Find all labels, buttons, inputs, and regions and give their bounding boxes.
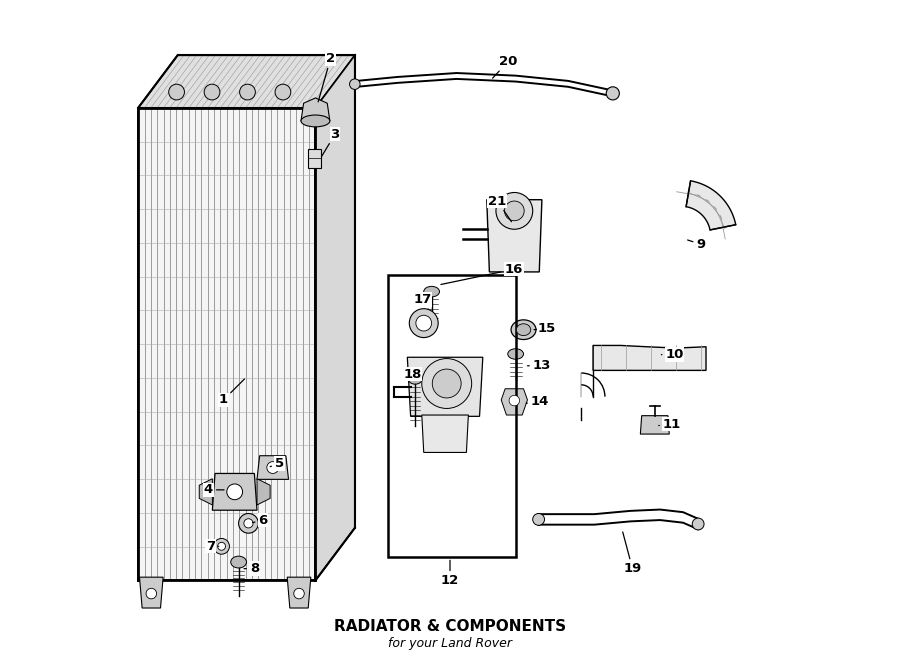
Circle shape [416,315,432,331]
Ellipse shape [508,349,524,359]
Bar [308,148,320,168]
Polygon shape [257,479,270,505]
Polygon shape [408,357,482,416]
Circle shape [227,484,243,500]
Circle shape [509,395,519,406]
Circle shape [422,359,472,408]
Circle shape [244,519,253,528]
Circle shape [607,87,619,100]
Polygon shape [301,98,330,121]
Polygon shape [287,577,310,608]
Text: RADIATOR & COMPONENTS: RADIATOR & COMPONENTS [334,619,566,634]
Polygon shape [593,346,706,370]
Circle shape [218,542,226,550]
Text: 18: 18 [403,368,422,381]
Text: 2: 2 [319,52,335,102]
Text: 19: 19 [623,532,642,575]
Text: for your Land Rover: for your Land Rover [388,637,512,650]
Circle shape [293,589,304,599]
Text: 21: 21 [488,195,511,222]
Circle shape [146,589,157,599]
Circle shape [275,84,291,100]
Ellipse shape [517,324,531,336]
Ellipse shape [511,320,536,340]
Polygon shape [487,200,542,272]
Circle shape [505,201,524,220]
Text: 16: 16 [441,263,523,285]
Ellipse shape [301,115,330,127]
Text: 5: 5 [270,457,284,470]
Text: 6: 6 [253,514,267,526]
Text: 7: 7 [206,540,219,553]
Text: 1: 1 [219,379,245,406]
Polygon shape [139,108,315,581]
Circle shape [267,461,279,473]
Text: 14: 14 [526,395,549,408]
Text: 10: 10 [662,348,684,361]
Text: 12: 12 [441,560,459,587]
Ellipse shape [409,375,422,384]
Text: 4: 4 [203,483,224,496]
Circle shape [692,518,704,530]
Polygon shape [140,577,163,608]
Circle shape [349,79,360,89]
Circle shape [410,308,438,338]
Polygon shape [315,56,355,581]
Text: 8: 8 [244,562,259,575]
Circle shape [533,514,544,526]
Circle shape [432,369,461,398]
Text: 3: 3 [321,128,339,157]
Text: 20: 20 [492,56,517,78]
Bar [388,275,516,557]
Polygon shape [257,455,289,479]
Polygon shape [422,415,468,452]
Circle shape [213,538,230,554]
Polygon shape [501,389,527,415]
Text: 9: 9 [688,238,706,251]
Circle shape [496,193,533,229]
Text: 13: 13 [527,359,551,372]
Circle shape [238,514,258,533]
Polygon shape [139,56,355,108]
Text: 17: 17 [413,293,432,309]
Ellipse shape [424,287,439,297]
Polygon shape [686,181,736,230]
Text: 11: 11 [659,418,681,431]
Circle shape [168,84,184,100]
Text: 15: 15 [534,322,555,335]
Polygon shape [199,479,212,505]
Ellipse shape [230,556,247,568]
Polygon shape [641,416,670,434]
Circle shape [204,84,220,100]
Circle shape [239,84,256,100]
Polygon shape [212,473,257,510]
